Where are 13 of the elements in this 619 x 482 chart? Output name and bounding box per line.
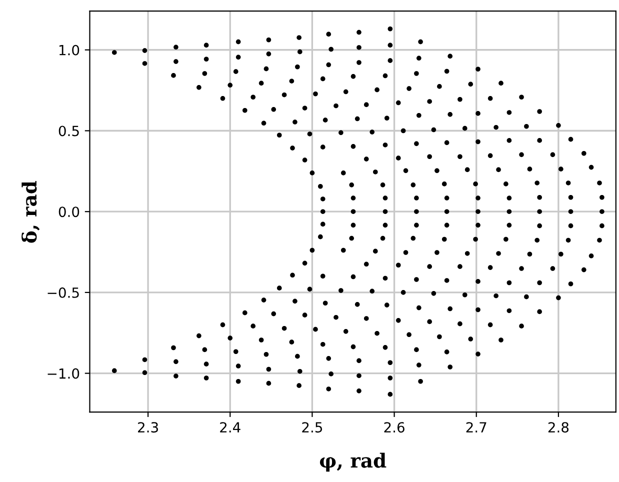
y-tick-label: 0.0 [58, 206, 80, 218]
y-tick-label: 0.5 [58, 126, 79, 136]
y-axis-title: δ, rad [22, 181, 40, 243]
x-tick-label: 2.3 [138, 422, 158, 433]
y-tick-label: 1.0 [59, 44, 80, 56]
y-tick-label: −1.0 [48, 368, 80, 379]
x-tick-label: 2.5 [302, 422, 322, 433]
y-tick-label: −0.5 [48, 287, 79, 298]
x-tick-label: 2.4 [220, 422, 240, 432]
x-tick-label: 2.7 [466, 422, 486, 432]
x-tick-label: 2.8 [548, 422, 569, 433]
x-tick-label: 2.6 [384, 422, 404, 433]
x-axis-title: φ, rad [320, 452, 386, 472]
